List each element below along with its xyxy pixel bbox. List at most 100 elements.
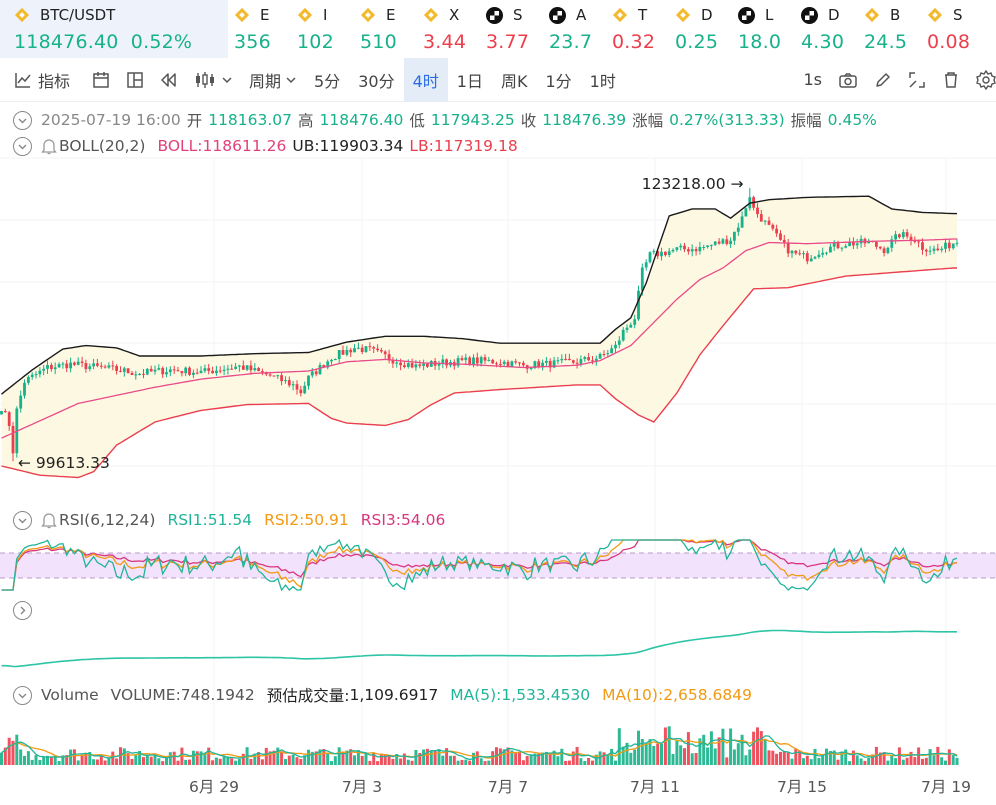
interval-tab[interactable]: 4时: [403, 57, 448, 102]
interval-tab[interactable]: 周K: [500, 71, 528, 91]
candle-body: [640, 267, 644, 291]
volume-bar: [88, 752, 92, 765]
ticker-item[interactable]: S 0.08: [921, 0, 981, 58]
candle-body: [307, 375, 310, 386]
interval-tab[interactable]: 5分: [314, 71, 341, 91]
volume-bar: [763, 740, 767, 765]
candle-body: [134, 374, 138, 376]
candle-body: [426, 363, 429, 367]
ticker-item[interactable]: L 18.0: [732, 0, 795, 58]
candle-body: [798, 253, 802, 255]
volume-bar: [410, 760, 414, 765]
candle-body: [917, 241, 920, 243]
candle-body: [913, 240, 917, 242]
volume-bar: [859, 758, 863, 765]
ticker-item[interactable]: E 356: [228, 0, 291, 58]
ticker-item-value: 356: [234, 31, 271, 53]
fullscreen-button[interactable]: [900, 58, 934, 102]
ticker-item-label: S: [513, 6, 523, 24]
candle-body: [717, 241, 721, 244]
candle-body: [145, 368, 149, 375]
draw-button[interactable]: [866, 58, 900, 102]
collapse-toggle[interactable]: [13, 510, 32, 530]
rewind-button[interactable]: [152, 58, 186, 102]
volume-bar: [360, 755, 364, 765]
candle-body: [303, 385, 307, 394]
volume-bar: [368, 760, 372, 765]
indicator-label: 指标: [38, 71, 71, 91]
volume-bar: [921, 758, 924, 765]
candle-body: [821, 252, 825, 255]
candle-body: [694, 249, 698, 252]
candle-body: [96, 363, 99, 366]
indicator-button[interactable]: 指标: [0, 58, 78, 102]
volume-bar: [521, 760, 525, 765]
volume-bar: [510, 750, 514, 765]
candle-body: [80, 361, 84, 363]
delete-drawings-button[interactable]: [934, 58, 968, 102]
layout-button[interactable]: [118, 58, 152, 102]
bell-icon[interactable]: [41, 138, 57, 155]
calendar-button[interactable]: [84, 58, 118, 102]
bell-icon[interactable]: [41, 512, 57, 529]
speed-button[interactable]: 1s: [795, 58, 830, 102]
ticker-main-btc[interactable]: BTC/USDT 118476.40 0.52%: [0, 0, 228, 58]
interval-tab[interactable]: 1分: [545, 71, 572, 91]
volume-bar: [798, 750, 802, 765]
candle-body: [107, 365, 111, 368]
candle-datetime: 2025-07-19 16:00: [41, 111, 181, 129]
candle-body: [598, 354, 602, 359]
ticker-price: 118476.40: [14, 31, 119, 53]
volume-bar: [817, 758, 821, 765]
ticker-item[interactable]: S 3.77: [480, 0, 543, 58]
x-tick-label: 7月 11: [630, 778, 680, 796]
interval-tab[interactable]: 1日: [456, 71, 483, 91]
ticker-item[interactable]: D 4.30: [795, 0, 858, 58]
chart-type-button[interactable]: [186, 58, 241, 102]
volume-ma5-label: MA(5):: [450, 686, 502, 704]
volume-bar: [425, 748, 429, 765]
candle-body: [165, 372, 168, 375]
candle-body: [775, 228, 778, 234]
ticker-item[interactable]: D 0.25: [669, 0, 732, 58]
volume-bar: [794, 748, 798, 765]
volume-bar: [802, 758, 805, 765]
ticker-item[interactable]: T 0.32: [606, 0, 669, 58]
candle-body: [667, 251, 671, 255]
volume-bar: [99, 755, 103, 765]
volume-bar: [767, 750, 771, 765]
collapse-toggle[interactable]: [13, 136, 32, 156]
volume-bar: [913, 757, 917, 765]
candle-body: [176, 370, 180, 372]
candle-body: [372, 347, 376, 349]
ticker-item[interactable]: X 3.44: [417, 0, 480, 58]
rsi-name: RSI(6,12,24): [59, 511, 156, 529]
interval-tab[interactable]: 1时: [589, 71, 616, 91]
ticker-item[interactable]: B 24.5: [858, 0, 921, 58]
candle-body: [575, 362, 579, 364]
candle-body: [142, 373, 145, 375]
volume-bar: [53, 755, 57, 765]
candle-body: [456, 358, 460, 366]
period-dropdown[interactable]: 周期: [241, 58, 305, 102]
candle-body: [215, 370, 218, 374]
candle-body: [710, 244, 713, 246]
collapse-toggle[interactable]: [13, 110, 32, 130]
collapse-toggle[interactable]: [13, 685, 32, 705]
settings-button[interactable]: [968, 58, 996, 102]
candle-body: [552, 360, 556, 368]
volume-bar: [0, 752, 3, 765]
boll-info-row: BOLL(20,2) BOLL: 118611.26 UB: 119903.34…: [0, 134, 518, 158]
ticker-item[interactable]: I 102: [291, 0, 354, 58]
rsi1-value: 51.54: [207, 511, 253, 529]
ticker-item-label: B: [890, 6, 901, 24]
volume-label: Volume: [41, 686, 99, 704]
expand-toggle[interactable]: [13, 600, 32, 620]
candle-body: [625, 327, 629, 330]
screenshot-button[interactable]: [830, 58, 866, 102]
interval-tab[interactable]: 30分: [358, 71, 395, 91]
ticker-item[interactable]: E 510: [354, 0, 417, 58]
candle-body: [268, 374, 272, 376]
ticker-item[interactable]: A 23.7: [543, 0, 606, 58]
